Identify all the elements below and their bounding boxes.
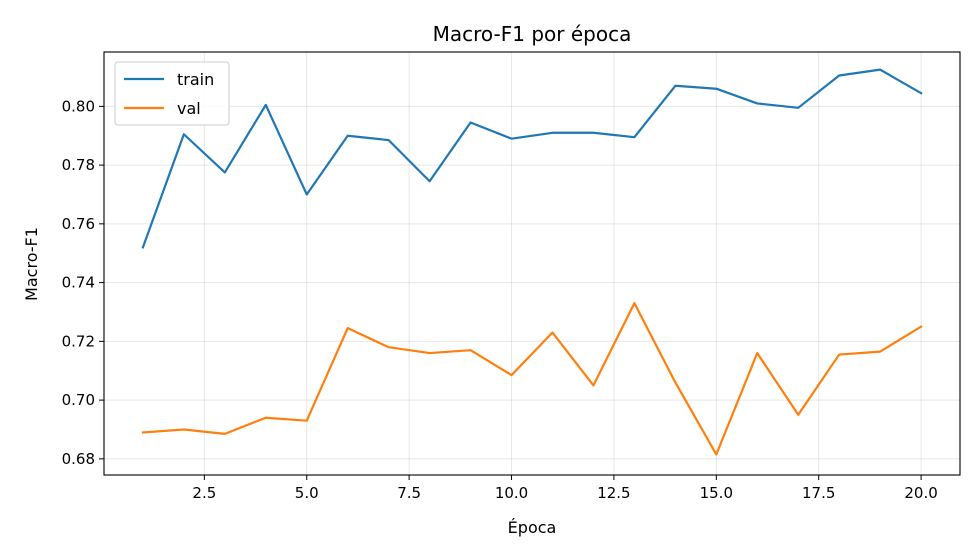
grid-lines bbox=[104, 52, 960, 475]
x-tick-label: 2.5 bbox=[192, 484, 216, 502]
x-tick-label: 10.0 bbox=[495, 484, 528, 502]
x-tick-label: 5.0 bbox=[295, 484, 319, 502]
y-tick-label: 0.74 bbox=[62, 274, 95, 292]
x-axis-label: Época bbox=[508, 518, 557, 537]
y-tick-label: 0.76 bbox=[62, 215, 95, 233]
plot-frame bbox=[103, 51, 961, 476]
series-line-val bbox=[141, 302, 923, 456]
series-lines bbox=[141, 68, 923, 456]
legend: train val bbox=[114, 61, 230, 126]
y-tick-label: 0.78 bbox=[62, 156, 95, 174]
series-line-train bbox=[141, 68, 923, 249]
y-tick-label: 0.68 bbox=[62, 450, 95, 468]
x-axis: 2.5 5.0 7.5 10.0 12.5 15.0 17.5 20.0 bbox=[192, 475, 938, 502]
legend-box bbox=[114, 61, 230, 126]
y-tick-label: 0.80 bbox=[62, 97, 95, 115]
y-axis-label: Macro-F1 bbox=[22, 227, 41, 301]
x-tick-label: 17.5 bbox=[802, 484, 835, 502]
chart-title: Macro-F1 por época bbox=[433, 22, 632, 46]
x-tick-label: 12.5 bbox=[597, 484, 630, 502]
x-tick-label: 15.0 bbox=[700, 484, 733, 502]
y-tick-label: 0.70 bbox=[62, 391, 95, 409]
legend-label-val: val bbox=[177, 99, 201, 118]
y-axis: 0.68 0.70 0.72 0.74 0.76 0.78 0.80 bbox=[62, 97, 104, 468]
x-tick-label: 7.5 bbox=[397, 484, 421, 502]
y-tick-label: 0.72 bbox=[62, 332, 95, 350]
legend-label-train: train bbox=[177, 70, 214, 89]
x-tick-label: 20.0 bbox=[904, 484, 937, 502]
